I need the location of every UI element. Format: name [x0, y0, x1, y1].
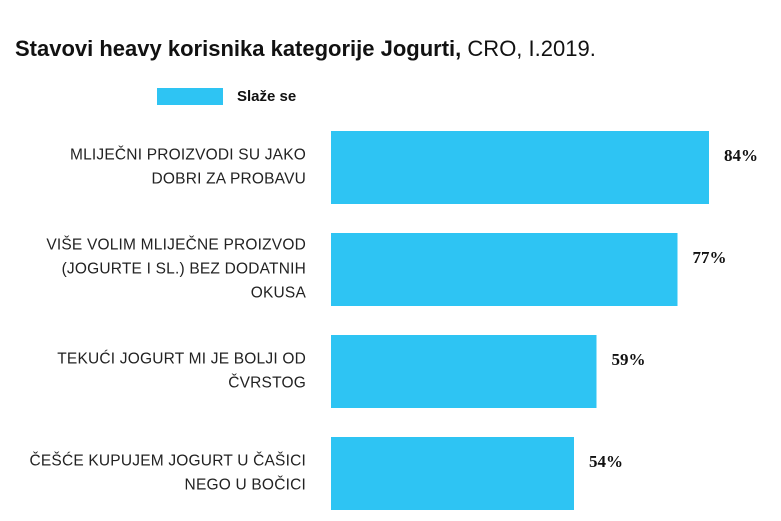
category-label-line: ČEŠĆE KUPUJEM JOGURT U ČAŠICI [29, 453, 306, 470]
bar-1 [331, 131, 709, 204]
category-label-line: VIŠE VOLIM MLIJEČNE PROIZVOD [46, 237, 306, 254]
legend-swatch [157, 88, 223, 105]
value-label-3: 59% [612, 350, 646, 369]
value-label-2: 77% [693, 248, 727, 267]
category-label-2: VIŠE VOLIM MLIJEČNE PROIZVOD (JOGURTE I S… [46, 237, 306, 302]
value-label-1: 84% [724, 146, 758, 165]
category-label-3: TEKUĆI JOGURT MI JE BOLJI OD ČVRSTOG [57, 351, 306, 392]
legend: Slaže se [157, 88, 296, 105]
chart-title: Stavovi heavy korisnika kategorije Jogur… [15, 36, 596, 62]
chart-title-main: Stavovi heavy korisnika kategorije Jogur… [15, 36, 462, 61]
bar-2 [331, 233, 678, 306]
category-label-line: TEKUĆI JOGURT MI JE BOLJI OD [57, 351, 306, 368]
category-label-line: NEGO U BOČICI [185, 477, 306, 494]
legend-label: Slaže se [237, 88, 297, 105]
bar-4 [331, 437, 574, 510]
chart-subtitle: CRO, I.2019. [467, 36, 596, 61]
category-label-line: OKUSA [251, 285, 307, 302]
bar-3 [331, 335, 597, 408]
category-label-line: DOBRI ZA PROBAVU [152, 171, 307, 188]
category-label-line: ČVRSTOG [228, 375, 306, 392]
category-label-line: (JOGURTE I SL.) BEZ DODATNIH [62, 261, 306, 278]
category-label-4: ČEŠĆE KUPUJEM JOGURT U ČAŠICI NEGO U BOČI… [29, 453, 306, 494]
value-label-4: 54% [589, 452, 623, 471]
category-label-line: MLIJEČNI PROIZVODI SU JAKO [70, 147, 306, 164]
category-label-1: MLIJEČNI PROIZVODI SU JAKO DOBRI ZA PROBA… [70, 147, 306, 188]
